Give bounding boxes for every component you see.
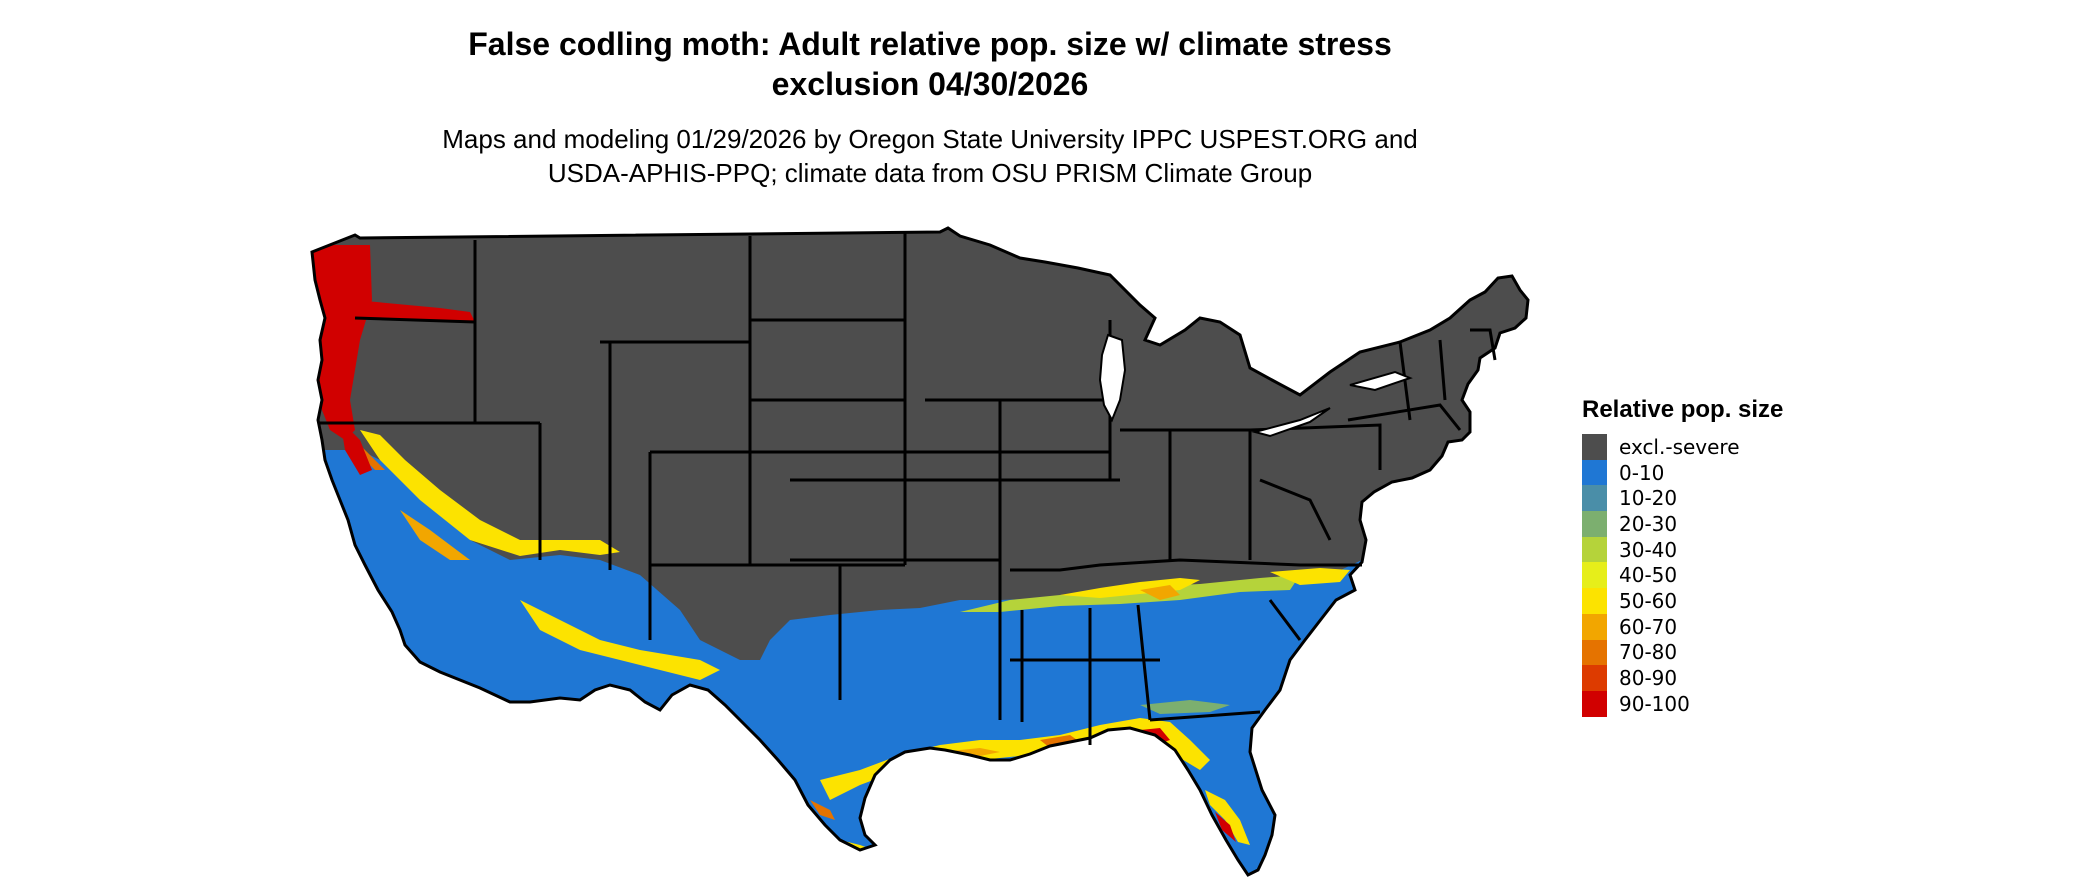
legend-title: Relative pop. size xyxy=(1582,396,1784,423)
legend-item: 20-30 xyxy=(1582,511,1783,537)
legend-item: 10-20 xyxy=(1582,485,1783,512)
legend: Relative pop. size excl.-severe 0-10 10-20… xyxy=(1582,396,1783,717)
legend-label: 90-100 xyxy=(1619,691,1690,716)
legend-swatch xyxy=(1582,434,1607,460)
legend-swatch xyxy=(1582,562,1607,589)
legend-label: 70-80 xyxy=(1619,640,1678,665)
legend-label: excl.-severe xyxy=(1619,434,1740,459)
legend-swatch xyxy=(1582,690,1607,717)
legend-swatch xyxy=(1582,639,1607,666)
legend-item: 60-70 xyxy=(1582,613,1783,640)
legend-item: 90-100 xyxy=(1582,690,1783,717)
legend-label: 60-70 xyxy=(1619,614,1678,639)
legend-label: 30-40 xyxy=(1619,537,1678,562)
landmass-excluded xyxy=(312,228,1528,875)
map-title-line-1: False codling moth: Adult relative pop. … xyxy=(468,26,1392,62)
legend-swatch xyxy=(1582,588,1607,614)
legend-item: 70-80 xyxy=(1582,639,1783,666)
legend-swatch xyxy=(1582,485,1607,512)
legend-swatch xyxy=(1582,511,1607,537)
map-subtitle-line-2: USDA-APHIS-PPQ; climate data from OSU PR… xyxy=(547,158,1313,188)
legend-item: 0-10 xyxy=(1582,459,1783,486)
legend-label: 80-90 xyxy=(1619,666,1678,691)
legend-items: excl.-severe 0-10 10-20 20-30 30-40 40-50 50-6… xyxy=(1582,434,1783,717)
washington-inland-red xyxy=(355,300,475,322)
lake-michigan xyxy=(1098,333,1127,423)
map-subtitle: Maps and modeling 01/29/2026 by Oregon S… xyxy=(0,122,1860,190)
legend-label: 20-30 xyxy=(1619,511,1678,536)
map-subtitle-line-1: Maps and modeling 01/29/2026 by Oregon S… xyxy=(442,124,1418,154)
legend-label: 40-50 xyxy=(1619,563,1678,588)
legend-item: 40-50 xyxy=(1582,562,1783,589)
map-title-line-2: exclusion 04/30/2026 xyxy=(771,66,1089,102)
lake-ontario xyxy=(1349,370,1413,392)
legend-swatch xyxy=(1582,613,1607,640)
legend-item: 30-40 xyxy=(1582,536,1783,563)
map-title: False codling moth: Adult relative pop. … xyxy=(0,24,1860,104)
state-boundaries xyxy=(310,226,1530,877)
legend-swatch xyxy=(1582,665,1607,691)
legend-item: excl.-severe xyxy=(1582,434,1783,460)
lake-erie xyxy=(1251,407,1331,438)
legend-item: 80-90 xyxy=(1582,665,1783,691)
legend-swatch xyxy=(1582,536,1607,563)
great-lakes xyxy=(1098,333,1413,438)
legend-label: 0-10 xyxy=(1619,460,1665,485)
legend-swatch xyxy=(1582,459,1607,486)
legend-item: 50-60 xyxy=(1582,588,1783,614)
legend-label: 10-20 xyxy=(1619,486,1678,511)
legend-label: 50-60 xyxy=(1619,588,1678,613)
